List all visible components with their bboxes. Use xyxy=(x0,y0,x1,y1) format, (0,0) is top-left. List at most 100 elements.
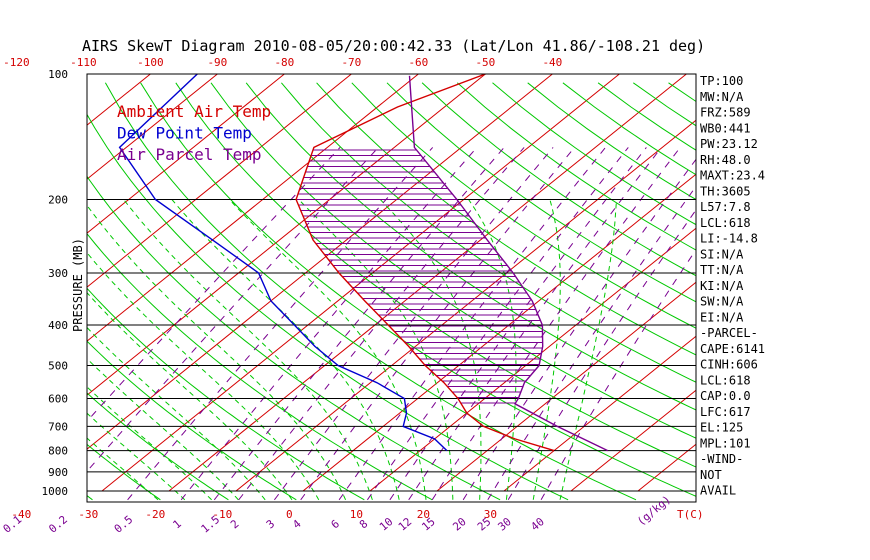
index-label: -PARCEL- xyxy=(700,326,758,340)
mixing-ratio-tick-label: 1 xyxy=(170,517,183,531)
dry-adiabat-line xyxy=(351,82,696,329)
isotherm-line xyxy=(87,74,218,180)
moist-adiabat-line xyxy=(379,199,482,500)
index-label: TT:N/A xyxy=(700,263,744,277)
legend-entry: Air Parcel Temp xyxy=(117,145,262,164)
moist-adiabat-line xyxy=(87,437,159,501)
dry-adiabat-line xyxy=(245,82,696,411)
index-label: TH:3605 xyxy=(700,184,751,198)
dry-adiabat-line xyxy=(87,175,501,501)
mixing-ratio-line xyxy=(487,185,696,501)
bottom-temp-tick-label: 20 xyxy=(417,508,430,521)
index-label: LCL:618 xyxy=(700,373,751,387)
index-label: PW:23.12 xyxy=(700,137,758,151)
moist-adiabat-line xyxy=(468,199,517,500)
top-temp-tick-label: -110 xyxy=(70,56,97,69)
moist-adiabat-line xyxy=(229,199,427,500)
index-label: NOT xyxy=(700,468,722,482)
top-temp-tick-label: -60 xyxy=(408,56,428,69)
x-axis-label: T(C) xyxy=(677,508,704,521)
moist-adiabat-line xyxy=(87,252,320,501)
pressure-tick-label: 1000 xyxy=(42,485,69,498)
bottom-temp-tick-label: -30 xyxy=(78,508,98,521)
dew-point-line xyxy=(118,74,448,452)
index-label: LFC:617 xyxy=(700,405,751,419)
moist-adiabat-line xyxy=(87,386,212,501)
mixing-ratio-tick-label: 10 xyxy=(377,515,396,533)
bottom-temp-tick-label: 0 xyxy=(286,508,293,521)
bottom-temp-tick-label: -10 xyxy=(212,508,232,521)
top-temp-tick-label: -50 xyxy=(475,56,495,69)
isotherm-line xyxy=(87,74,553,450)
pressure-tick-label: 800 xyxy=(48,445,68,458)
top-temp-tick-label: -70 xyxy=(341,56,361,69)
moist-adiabat-line xyxy=(87,412,186,501)
pressure-tick-label: 300 xyxy=(48,267,68,280)
pressure-tick-label: 500 xyxy=(48,359,68,372)
mixing-ratio-tick-label: 30 xyxy=(495,515,514,533)
mixing-ratio-tick-label: 4 xyxy=(290,517,304,531)
profile-curves xyxy=(118,74,609,452)
mixing-ratio-line xyxy=(87,147,379,473)
mixing-ratio-tick-label: 6 xyxy=(329,517,342,531)
dry-adiabat-line xyxy=(456,82,696,251)
parcel-temp-line xyxy=(408,75,609,452)
legend-entry: Dew Point Temp xyxy=(117,124,252,143)
index-label: MAXT:23.4 xyxy=(700,169,765,183)
mixing-ratio-tick-label: 0.2 xyxy=(46,513,70,536)
index-label: L57:7.8 xyxy=(700,200,751,214)
legend: Ambient Air Temp Dew Point Temp Air Parcel… xyxy=(117,102,271,164)
dry-adiabat-line xyxy=(87,340,297,501)
index-label: EL:125 xyxy=(700,421,743,435)
bottom-temp-tick-label: 30 xyxy=(484,508,497,521)
mixing-ratio-tick-label: 8 xyxy=(357,517,370,531)
isotherm-line xyxy=(570,389,696,492)
mixing-ratio-line xyxy=(389,147,647,501)
dry-adiabat-line xyxy=(421,82,696,277)
pressure-tick-label: 900 xyxy=(48,466,68,479)
dry-adiabat-line xyxy=(87,443,161,501)
dry-adiabat-line xyxy=(668,82,696,103)
pressure-tick-labels: 100 200 300 400 500 600 700 800 900 1000 xyxy=(42,68,69,498)
index-label: SW:N/A xyxy=(700,295,744,309)
index-label: -WIND- xyxy=(700,452,743,466)
pressure-tick-label: 100 xyxy=(48,68,68,81)
index-label: AVAIL xyxy=(700,484,736,498)
bottom-temp-tick-label: 10 xyxy=(350,508,363,521)
index-label: LCL:618 xyxy=(700,216,751,230)
isotherm-line xyxy=(302,173,696,492)
mixing-ratio-tick-label: 2 xyxy=(228,517,241,531)
dry-adiabat-line xyxy=(87,287,365,501)
isotherm-line xyxy=(503,335,696,492)
dry-adiabat-line xyxy=(316,82,696,356)
y-axis-label: PRESSURE (MB) xyxy=(71,238,85,332)
bottom-temp-tick-label: -20 xyxy=(145,508,165,521)
index-label: CINH:606 xyxy=(700,358,758,372)
index-label: KI:N/A xyxy=(700,279,744,293)
moist-adiabat-line xyxy=(87,357,239,501)
moist-adiabat-line xyxy=(171,199,400,500)
dry-adiabat-line xyxy=(87,113,569,501)
plot-frame xyxy=(86,73,697,503)
top-temp-tick-label: -80 xyxy=(274,56,294,69)
pressure-tick-label: 600 xyxy=(48,392,68,405)
isotherm-line xyxy=(87,74,285,234)
isotherm-line xyxy=(0,74,16,491)
dry-adiabat-line xyxy=(175,82,696,468)
mixing-ratio-tick-label: 40 xyxy=(528,515,547,533)
dry-adiabat-line xyxy=(0,83,25,500)
index-label: FRZ:589 xyxy=(700,106,751,120)
legend-entry: Ambient Air Temp xyxy=(117,102,271,121)
dry-adiabat-line xyxy=(386,82,696,303)
index-label: TP:100 xyxy=(700,74,743,88)
index-label: EI:N/A xyxy=(700,310,744,324)
dry-adiabat-line xyxy=(87,392,229,501)
bottom-temp-tick-label: -40 xyxy=(11,508,31,521)
moist-adiabat-line xyxy=(87,204,347,501)
index-label: CAP:0.0 xyxy=(700,389,751,403)
top-temp-tick-labels: -120 -110 -100 -90 -80 -70 -60 -50 -40 xyxy=(3,56,562,69)
index-label: MPL:101 xyxy=(700,436,751,450)
mixing-ratio-line xyxy=(408,147,662,501)
